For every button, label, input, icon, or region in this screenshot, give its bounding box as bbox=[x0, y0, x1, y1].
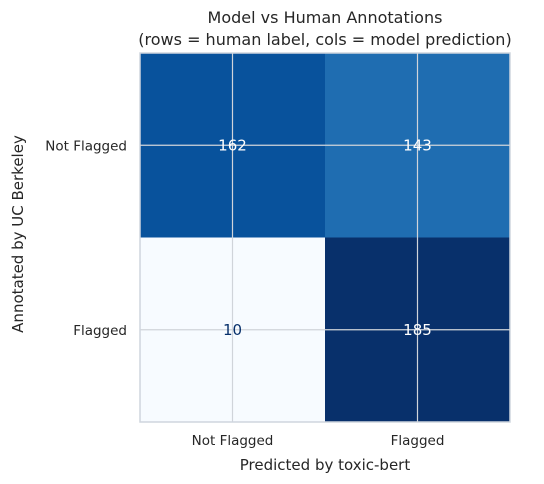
y-tick-label: Not Flagged bbox=[45, 138, 127, 154]
plot-frame bbox=[139, 52, 511, 423]
cell-value-label-0_0: 162 bbox=[218, 136, 247, 154]
chart-subtitle: (rows = human label, cols = model predic… bbox=[138, 30, 511, 49]
y-axis-label: Annotated by UC Berkeley bbox=[9, 135, 27, 333]
y-axis-ticks: Not Flagged Flagged bbox=[45, 138, 127, 339]
cell-value-labels: 162 143 10 185 bbox=[218, 136, 432, 339]
cell-value-label-1_0: 10 bbox=[223, 321, 242, 339]
y-tick-label: Flagged bbox=[73, 323, 127, 339]
x-axis-ticks: Not Flagged Flagged bbox=[192, 433, 445, 449]
cell-value-label-1_1: 185 bbox=[403, 321, 432, 339]
x-axis-label: Predicted by toxic-bert bbox=[240, 456, 411, 474]
cell-value-label-0_1: 143 bbox=[403, 136, 432, 154]
x-tick-label: Not Flagged bbox=[192, 433, 274, 449]
x-tick-label: Flagged bbox=[391, 433, 445, 449]
gridlines bbox=[140, 53, 510, 422]
chart-title: Model vs Human Annotations bbox=[208, 8, 443, 27]
heatmap-cells bbox=[140, 53, 510, 422]
